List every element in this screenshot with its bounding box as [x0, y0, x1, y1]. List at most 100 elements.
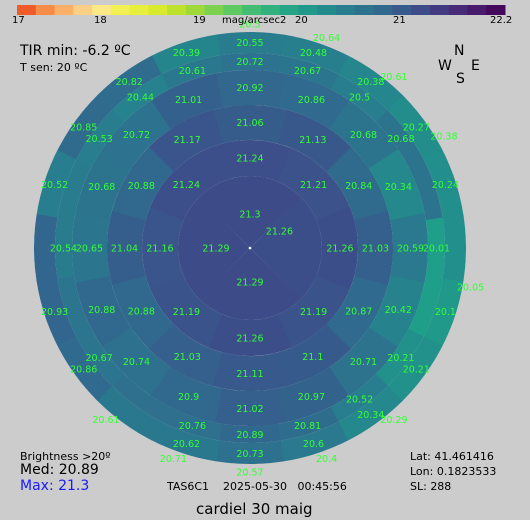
cell-value-label: 20.97	[298, 392, 325, 403]
cell-value-label: 20.44	[127, 93, 154, 104]
cell-value-label: 21.11	[236, 369, 263, 380]
colorbar-tick-19: 19	[193, 15, 206, 26]
cell-value-label: 20.59	[397, 244, 424, 255]
cell-value-label: 20.48	[300, 48, 327, 59]
sky-cell	[151, 34, 221, 75]
cell-value-label: 20.88	[128, 306, 155, 317]
sky-cell	[338, 55, 404, 111]
cell-value-label: 20.71	[160, 454, 187, 465]
colorbar-tick-20: 20	[295, 15, 308, 26]
sky-cell	[36, 277, 77, 347]
colorbar-segment	[467, 5, 487, 15]
sky-cell	[387, 95, 443, 161]
sky-cell	[219, 52, 282, 73]
cell-value-label: 20.65	[76, 244, 103, 255]
cell-value-label: 20.01	[423, 244, 450, 255]
sky-cell	[101, 99, 172, 169]
cell-value-label: 20.85	[70, 123, 97, 134]
colorbar-segment	[129, 5, 149, 15]
sky-cell	[442, 214, 466, 283]
cell-value-label: 20.39	[173, 48, 200, 59]
colorbar-unit: mag/arcsec2	[222, 15, 287, 26]
sky-cell	[107, 210, 146, 286]
sky-cell	[408, 159, 443, 222]
colorbar-segment	[373, 5, 393, 15]
sky-cell	[214, 388, 285, 426]
cell-value-label: 20.54	[50, 244, 77, 255]
colorbar-segment	[35, 5, 56, 15]
sky-cell	[57, 158, 92, 221]
cell-value-label: 20.68	[350, 130, 377, 141]
sky-cell	[101, 326, 171, 397]
cell-value-label: 21.26	[266, 227, 293, 238]
cell-value-label: 20.5	[239, 20, 260, 31]
sensor-temp-text: T sen: 20 ºC	[20, 61, 88, 74]
cell-value-label: 21.03	[174, 352, 201, 363]
cell-value-label: 20.34	[385, 182, 412, 193]
cell-value-label: 20.6	[303, 439, 324, 450]
sky-cell	[96, 385, 162, 441]
value-labels: 21.3 21.26 21.29 21.29 21.24 21.21 21.26 21.19 2…	[41, 20, 484, 479]
colorbar-segment	[354, 5, 375, 15]
sky-cell	[325, 275, 389, 350]
cell-value-label: 20.71	[350, 357, 377, 368]
sky-cell	[329, 373, 388, 423]
max-text: Max: 21.3	[20, 478, 90, 494]
cell-value-label: 20.82	[116, 77, 143, 88]
cell-value-label: 21.26	[326, 244, 353, 255]
cell-value-label: 20.1	[435, 307, 456, 318]
cell-value-label: 21.24	[173, 180, 200, 191]
cell-value-label: 20.84	[345, 181, 372, 192]
cell-value-label: 21.19	[300, 307, 327, 318]
colorbar-segment	[242, 5, 262, 15]
sky-cell	[328, 327, 399, 397]
cell-value-label: 20.93	[41, 307, 68, 318]
sky-cell	[216, 32, 285, 56]
median-text: Med: 20.89	[20, 462, 99, 478]
sky-cell	[75, 148, 132, 221]
cell-value-label: 20.38	[357, 77, 384, 88]
sky-cell	[277, 109, 352, 173]
cell-value-label: 21.17	[174, 135, 201, 146]
cell-value-label: 20.67	[85, 353, 112, 364]
sky-cell	[368, 275, 425, 348]
compass-south: S	[456, 71, 465, 87]
sky-cell	[326, 146, 389, 221]
compass-west: W	[438, 58, 452, 74]
sky-cell	[277, 55, 340, 90]
sky-cell	[215, 440, 284, 464]
cell-value-label: 20.81	[294, 421, 321, 432]
cell-value-label: 21.24	[236, 154, 263, 165]
sky-cell	[250, 197, 322, 300]
cell-value-label: 20.42	[385, 305, 412, 316]
cell-value-label: 20.89	[236, 430, 263, 441]
cell-value-label: 21.26	[236, 334, 263, 345]
cell-value-label: 21.13	[299, 135, 326, 146]
latitude-text: Lat: 41.461416	[410, 450, 494, 463]
cell-value-label: 20.61	[380, 72, 407, 83]
cell-value-label: 21.21	[300, 180, 327, 191]
cell-value-label: 20.9	[178, 392, 199, 403]
zenith-marker	[248, 246, 252, 250]
sky-cell	[150, 421, 220, 462]
sky-cell	[34, 213, 58, 282]
cell-value-label: 20.68	[387, 134, 414, 145]
cell-value-label: 20.05	[457, 282, 484, 293]
colorbar-tick-17: 17	[12, 15, 25, 26]
cell-value-label: 20.5	[349, 93, 370, 104]
sky-cell	[75, 275, 132, 347]
colorbar-tick-18: 18	[94, 15, 107, 26]
colorbar-segment	[148, 5, 168, 15]
cell-value-label: 20.86	[70, 364, 97, 375]
sky-cell	[148, 323, 223, 387]
sky-cell	[390, 213, 428, 284]
sky-cell	[57, 274, 92, 337]
sky-cell	[423, 278, 464, 348]
sky-cell	[279, 421, 349, 462]
sky-cell	[218, 423, 281, 443]
longitude-text: Lon: 0.1823533	[410, 465, 497, 478]
cell-value-label: 20.24	[432, 180, 459, 191]
sky-cell	[375, 328, 424, 387]
sky-cell	[111, 275, 174, 350]
